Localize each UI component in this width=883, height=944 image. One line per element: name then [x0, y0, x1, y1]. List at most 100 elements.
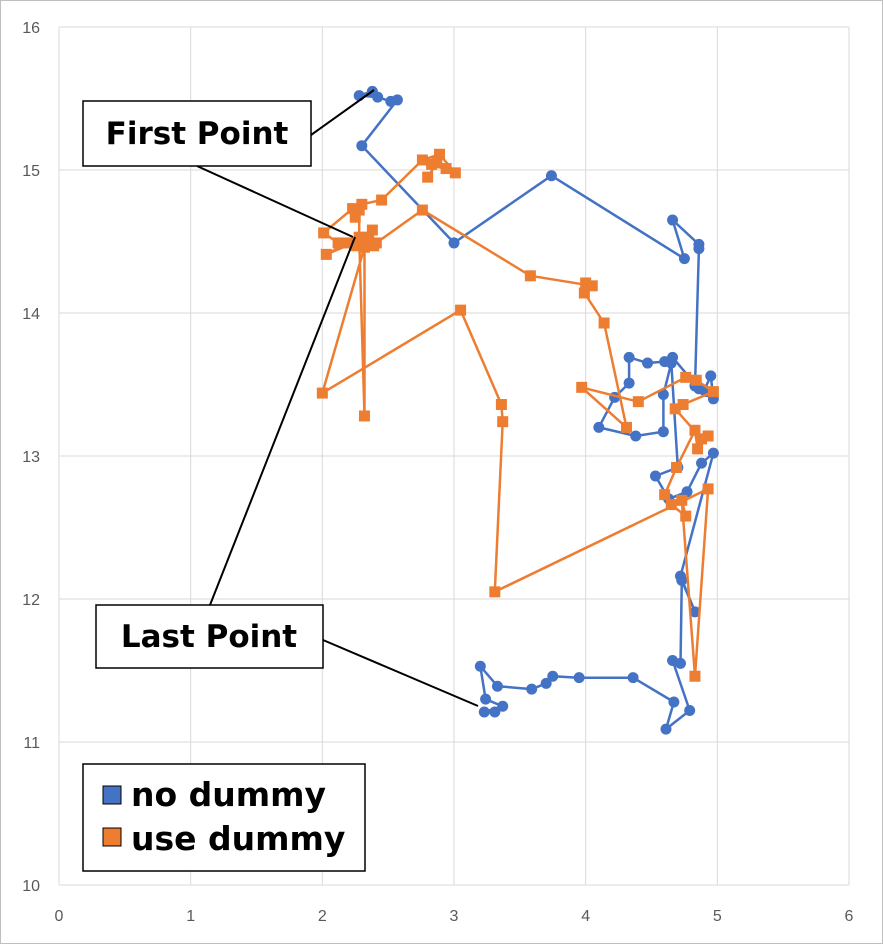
data-point — [356, 140, 368, 152]
first-point-leader-line-2 — [196, 165, 354, 238]
data-point — [693, 383, 705, 395]
data-point — [649, 470, 661, 482]
data-point — [524, 270, 536, 282]
x-tick-label: 3 — [450, 908, 459, 925]
series-no-dummy — [353, 85, 719, 735]
legend-label-no-dummy: no dummy — [131, 775, 326, 814]
y-tick-label: 14 — [22, 306, 40, 323]
data-point — [580, 277, 592, 289]
legend-label-use-dummy: use dummy — [131, 819, 345, 858]
data-point — [702, 430, 714, 442]
data-point — [545, 170, 557, 182]
data-point — [526, 683, 538, 695]
first-point-callout: First Point — [82, 89, 375, 238]
data-point — [692, 443, 704, 455]
data-point — [627, 672, 639, 684]
data-point — [343, 237, 355, 249]
data-point — [668, 696, 680, 708]
data-point — [671, 461, 683, 473]
data-point — [660, 723, 672, 735]
data-point — [676, 494, 688, 506]
data-point — [690, 374, 702, 386]
last-point-label: Last Point — [121, 619, 297, 655]
data-point — [702, 483, 714, 495]
y-tick-label: 12 — [22, 592, 40, 609]
data-point — [440, 163, 452, 175]
data-point — [540, 677, 552, 689]
first-point-label: First Point — [106, 116, 289, 152]
data-point — [681, 486, 693, 498]
data-point — [495, 399, 507, 411]
data-point — [358, 241, 370, 253]
data-point — [491, 680, 503, 692]
data-point — [422, 171, 434, 183]
data-point — [370, 237, 382, 249]
data-point — [361, 231, 373, 243]
data-point — [705, 370, 717, 382]
data-point — [376, 194, 388, 206]
first-point-label-box — [82, 100, 312, 167]
data-point — [659, 489, 671, 501]
legend-box — [82, 763, 366, 872]
last-point-callout: Last Point — [95, 236, 479, 707]
first-point-leader-line — [310, 89, 375, 136]
series-line-no-dummy — [357, 90, 715, 731]
data-point — [707, 386, 719, 398]
data-point — [586, 280, 598, 292]
data-point — [620, 421, 632, 433]
y-tick-label: 15 — [22, 163, 40, 180]
legend-swatch-no-dummy — [102, 785, 122, 805]
data-point — [576, 381, 588, 393]
x-tick-label: 4 — [581, 908, 590, 925]
data-point — [434, 148, 446, 160]
data-point — [689, 606, 701, 618]
data-point — [693, 243, 705, 255]
data-point — [667, 214, 679, 226]
y-tick-label: 10 — [22, 878, 40, 895]
last-point-leader-line-2 — [322, 639, 479, 707]
data-point — [677, 399, 689, 411]
data-point — [689, 424, 701, 436]
data-point — [318, 227, 330, 239]
data-point — [351, 240, 363, 252]
data-point — [455, 304, 467, 316]
data-point — [623, 351, 635, 363]
data-point — [347, 203, 359, 215]
data-point — [684, 705, 696, 717]
data-point — [642, 357, 654, 369]
data-point — [480, 693, 492, 705]
series-layer — [316, 85, 719, 735]
data-point — [316, 387, 328, 399]
data-point — [356, 198, 368, 210]
data-point — [669, 403, 681, 415]
y-tick-label: 11 — [23, 735, 40, 752]
x-tick-label: 5 — [713, 908, 722, 925]
data-point — [489, 706, 501, 718]
data-point — [665, 499, 677, 511]
data-point — [578, 287, 590, 299]
data-point — [353, 231, 365, 243]
last-point-label-box — [95, 604, 324, 669]
data-point — [358, 410, 370, 422]
legend: no dummy use dummy — [82, 763, 366, 872]
data-point — [474, 660, 486, 672]
data-point — [478, 706, 490, 718]
data-point — [497, 700, 509, 712]
last-point-leader-line — [209, 236, 356, 606]
series-line-use-dummy — [321, 153, 715, 678]
data-point — [320, 248, 332, 260]
data-point — [665, 357, 677, 369]
data-point — [426, 158, 438, 170]
data-point — [696, 457, 708, 469]
data-point — [667, 654, 679, 666]
data-point — [547, 670, 559, 682]
data-point — [416, 204, 428, 216]
x-tick-label: 6 — [845, 908, 854, 925]
y-tick-label: 16 — [22, 20, 40, 37]
data-point — [353, 204, 365, 216]
data-point — [657, 426, 669, 438]
data-point — [489, 586, 501, 598]
x-tick-label: 2 — [318, 908, 327, 925]
data-point — [707, 447, 719, 459]
data-point — [598, 317, 610, 329]
